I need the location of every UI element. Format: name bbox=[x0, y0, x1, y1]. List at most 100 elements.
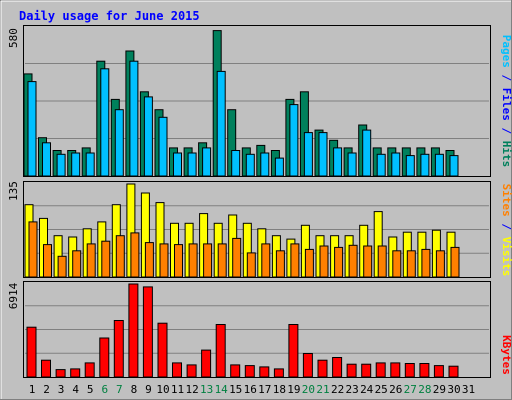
x-tick-label: 28 bbox=[418, 383, 431, 396]
x-tick-label: 16 bbox=[244, 383, 257, 396]
kbytes-bar bbox=[361, 363, 372, 378]
sites-bar bbox=[406, 250, 416, 278]
files-bar bbox=[376, 153, 386, 177]
kbytes-bar bbox=[186, 364, 197, 378]
files-bar bbox=[143, 96, 153, 177]
sites-bar bbox=[72, 250, 82, 278]
x-tick-label: 24 bbox=[360, 383, 374, 396]
x-tick-label: 13 bbox=[200, 383, 213, 396]
x-tick-label: 7 bbox=[116, 383, 123, 396]
kbytes-bar bbox=[404, 363, 415, 378]
x-tick-label: 9 bbox=[145, 383, 152, 396]
visits-ymax-label: 135 bbox=[7, 181, 20, 201]
sites-bar bbox=[144, 242, 154, 278]
x-tick-label: 21 bbox=[316, 383, 329, 396]
files-bar bbox=[274, 157, 284, 177]
legend-entry: / bbox=[500, 68, 512, 88]
bars-layer bbox=[23, 30, 460, 378]
kbytes-bar bbox=[346, 363, 357, 378]
sites-bar bbox=[348, 244, 358, 278]
sites-bar bbox=[246, 252, 256, 278]
files-bar bbox=[158, 116, 168, 177]
x-tick-label: 3 bbox=[58, 383, 65, 396]
files-bar bbox=[449, 155, 459, 177]
kbytes-bar bbox=[26, 326, 37, 378]
legend-entry: Files bbox=[500, 88, 512, 121]
kbytes-bar bbox=[259, 366, 270, 378]
x-tick-label: 19 bbox=[287, 383, 300, 396]
legend-entry: Hits bbox=[500, 141, 512, 168]
sites-bar bbox=[232, 237, 242, 278]
kbytes-bar bbox=[172, 362, 182, 378]
sites-bar bbox=[334, 246, 344, 278]
kbytes-bar bbox=[433, 365, 444, 378]
sites-bar bbox=[159, 243, 169, 278]
kbytes-bar bbox=[302, 353, 313, 378]
sites-bar bbox=[217, 243, 227, 278]
sites-bar bbox=[392, 250, 402, 278]
files-bar bbox=[85, 152, 95, 177]
x-tick-label: 22 bbox=[331, 383, 344, 396]
kbytes-bar bbox=[375, 362, 386, 378]
sites-bar bbox=[57, 255, 67, 278]
x-axis-labels: 1 2 3 4 5 6 7 8 9 10 11 12 13 14 15 16 17 18 19 20 21 22 23 24 2… bbox=[29, 383, 475, 396]
sites-bar bbox=[435, 250, 445, 278]
kbytes-bar bbox=[419, 363, 430, 378]
sites-bar bbox=[363, 245, 373, 278]
kbytes-bar bbox=[230, 364, 241, 378]
x-tick-label: 4 bbox=[72, 383, 79, 396]
files-bar bbox=[114, 109, 124, 177]
kbytes-bar bbox=[215, 324, 226, 378]
files-bar bbox=[405, 155, 415, 177]
x-tick-label: 6 bbox=[101, 383, 108, 396]
x-tick-label: 23 bbox=[345, 383, 358, 396]
x-tick-label: 27 bbox=[404, 383, 417, 396]
x-tick-label: 18 bbox=[273, 383, 286, 396]
sites-bar bbox=[290, 243, 300, 278]
sites-bar bbox=[130, 232, 140, 278]
files-bar bbox=[434, 153, 444, 177]
files-bar bbox=[71, 152, 81, 177]
sites-bar bbox=[377, 245, 387, 278]
kbytes-bar bbox=[288, 324, 299, 378]
files-bar bbox=[27, 81, 37, 177]
kbytes-ymax-label: 6914 bbox=[7, 282, 20, 309]
kbytes-bar bbox=[448, 365, 459, 378]
files-bar bbox=[42, 142, 51, 177]
x-tick-label: 31 bbox=[462, 383, 475, 396]
kbytes-legend: KBytes bbox=[500, 335, 512, 375]
chart-title: Daily usage for June 2015 bbox=[19, 9, 200, 23]
kbytes-bar bbox=[201, 349, 212, 378]
x-tick-label: 15 bbox=[229, 383, 242, 396]
files-bar bbox=[289, 104, 299, 177]
x-tick-label: 20 bbox=[302, 383, 315, 396]
x-tick-label: 26 bbox=[389, 383, 402, 396]
kbytes-bar bbox=[70, 368, 81, 378]
files-bar bbox=[333, 147, 343, 177]
files-bar bbox=[260, 152, 270, 177]
x-tick-label: 8 bbox=[131, 383, 138, 396]
kbytes-bar bbox=[41, 359, 51, 378]
legend-entry: / bbox=[500, 121, 512, 141]
files-bar bbox=[100, 68, 110, 177]
sites-bar bbox=[28, 221, 38, 278]
x-tick-label: 5 bbox=[87, 383, 94, 396]
sites-bar bbox=[188, 243, 198, 278]
files-bar bbox=[391, 152, 401, 177]
files-bar bbox=[420, 153, 430, 177]
x-tick-label: 30 bbox=[447, 383, 460, 396]
files-bar bbox=[216, 70, 226, 177]
x-tick-label: 29 bbox=[433, 383, 446, 396]
kbytes-bar bbox=[128, 283, 139, 378]
files-bar bbox=[129, 60, 139, 177]
kbytes-bar bbox=[273, 368, 284, 378]
sites-bar bbox=[261, 243, 271, 278]
sites-bar bbox=[319, 245, 329, 278]
files-bar bbox=[318, 132, 328, 177]
x-tick-label: 10 bbox=[156, 383, 169, 396]
visits-legend: Sites / Visits bbox=[500, 184, 512, 277]
sites-bar bbox=[275, 250, 285, 278]
files-bar bbox=[231, 150, 241, 177]
